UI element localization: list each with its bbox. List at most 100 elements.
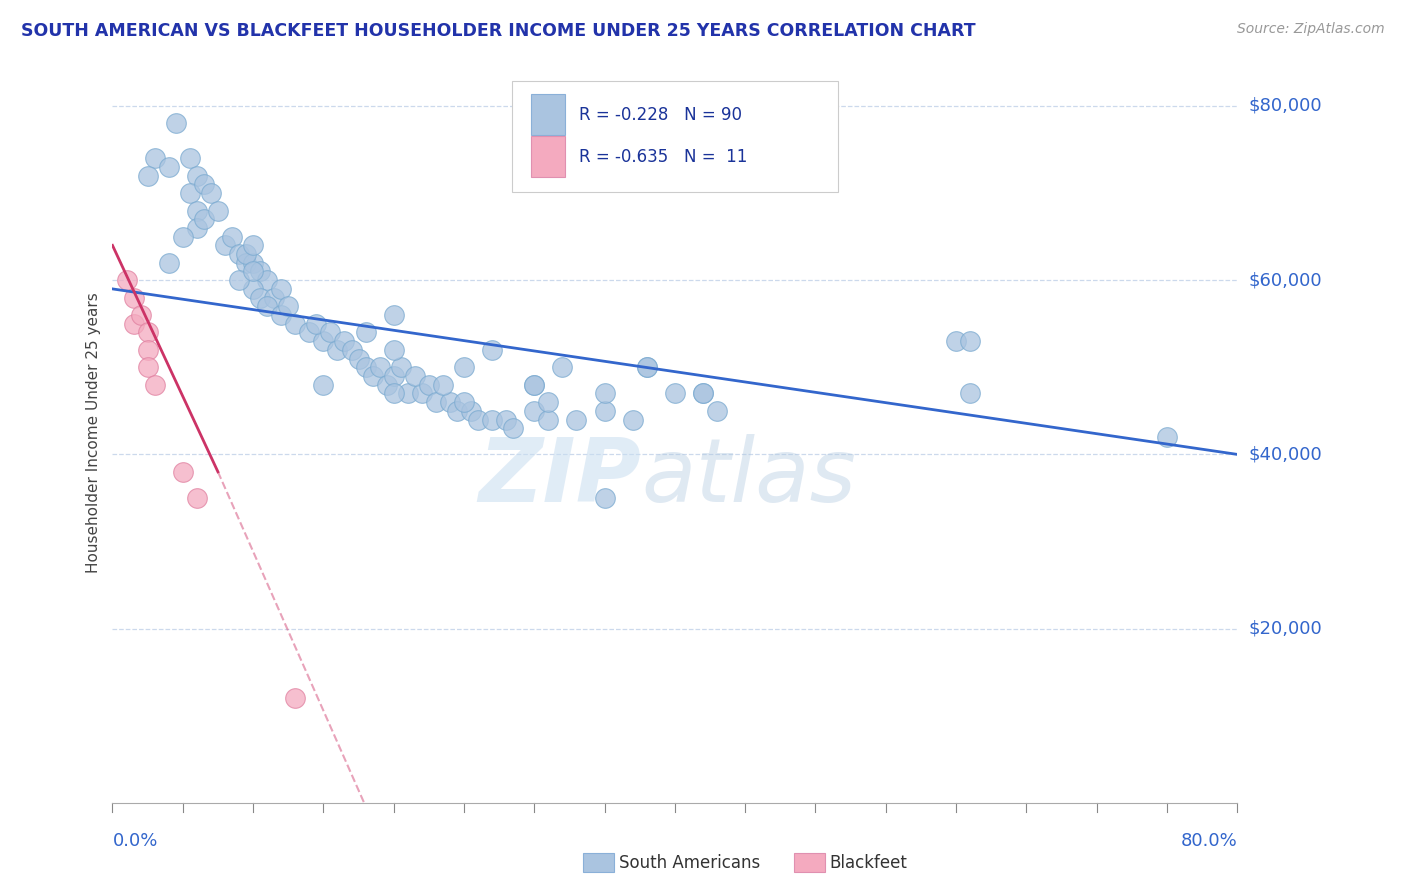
Point — [333, 334, 356, 348]
Point — [136, 169, 159, 183]
Point — [193, 212, 215, 227]
Point — [263, 291, 285, 305]
Point — [523, 377, 546, 392]
Y-axis label: Householder Income Under 25 years: Householder Income Under 25 years — [86, 293, 101, 573]
Point — [621, 412, 644, 426]
Point — [235, 247, 257, 261]
Point — [172, 229, 194, 244]
Point — [157, 160, 180, 174]
Point — [129, 308, 152, 322]
Point — [165, 116, 187, 130]
Point — [249, 291, 271, 305]
Point — [425, 395, 447, 409]
Text: R = -0.635   N =  11: R = -0.635 N = 11 — [579, 148, 748, 166]
Point — [228, 247, 250, 261]
Point — [692, 386, 714, 401]
Point — [411, 386, 433, 401]
Point — [186, 169, 208, 183]
Point — [636, 360, 658, 375]
Text: atlas: atlas — [641, 434, 856, 520]
Point — [453, 395, 475, 409]
Point — [270, 308, 292, 322]
Point — [537, 412, 560, 426]
Point — [446, 404, 468, 418]
Point — [692, 386, 714, 401]
Bar — [531, 95, 565, 135]
Point — [235, 256, 257, 270]
Text: R = -0.228   N = 90: R = -0.228 N = 90 — [579, 106, 742, 124]
Text: $80,000: $80,000 — [1249, 97, 1322, 115]
FancyBboxPatch shape — [512, 81, 838, 192]
Point — [432, 377, 454, 392]
Point — [706, 404, 728, 418]
Point — [136, 326, 159, 340]
Text: $60,000: $60,000 — [1249, 271, 1322, 289]
Point — [136, 360, 159, 375]
Point — [502, 421, 524, 435]
Point — [179, 186, 201, 200]
Point — [122, 317, 145, 331]
Text: ZIP: ZIP — [478, 434, 641, 521]
Point — [193, 178, 215, 192]
Point — [945, 334, 967, 348]
Point — [354, 360, 377, 375]
Text: 0.0%: 0.0% — [112, 832, 157, 850]
Point — [418, 377, 440, 392]
Point — [256, 273, 278, 287]
Point — [382, 369, 405, 384]
Point — [551, 360, 574, 375]
Point — [115, 273, 138, 287]
Bar — [531, 136, 565, 178]
Point — [1156, 430, 1178, 444]
Point — [319, 326, 342, 340]
Point — [136, 343, 159, 357]
Point — [354, 326, 377, 340]
Point — [298, 326, 321, 340]
Text: $20,000: $20,000 — [1249, 620, 1322, 638]
Point — [382, 308, 405, 322]
Point — [382, 386, 405, 401]
Point — [228, 273, 250, 287]
Point — [312, 377, 335, 392]
Point — [242, 264, 264, 278]
Point — [593, 386, 616, 401]
Point — [959, 386, 981, 401]
Text: $40,000: $40,000 — [1249, 445, 1322, 464]
Point — [636, 360, 658, 375]
Text: Source: ZipAtlas.com: Source: ZipAtlas.com — [1237, 22, 1385, 37]
Point — [368, 360, 391, 375]
Point — [157, 256, 180, 270]
Point — [375, 377, 398, 392]
Point — [396, 386, 419, 401]
Point — [593, 491, 616, 505]
Point — [664, 386, 686, 401]
Point — [340, 343, 363, 357]
Point — [284, 317, 307, 331]
Point — [537, 395, 560, 409]
Point — [284, 691, 307, 706]
Point — [143, 377, 166, 392]
Point — [382, 343, 405, 357]
Point — [326, 343, 349, 357]
Point — [270, 282, 292, 296]
Point — [347, 351, 370, 366]
Point — [565, 412, 588, 426]
Point — [214, 238, 236, 252]
Text: South Americans: South Americans — [619, 854, 759, 871]
Point — [404, 369, 426, 384]
Point — [143, 151, 166, 165]
Point — [221, 229, 243, 244]
Point — [959, 334, 981, 348]
Point — [242, 238, 264, 252]
Point — [439, 395, 461, 409]
Point — [179, 151, 201, 165]
Point — [242, 256, 264, 270]
Point — [256, 299, 278, 313]
Point — [277, 299, 299, 313]
Point — [523, 404, 546, 418]
Point — [122, 291, 145, 305]
Point — [312, 334, 335, 348]
Point — [186, 491, 208, 505]
Point — [593, 404, 616, 418]
Point — [460, 404, 482, 418]
